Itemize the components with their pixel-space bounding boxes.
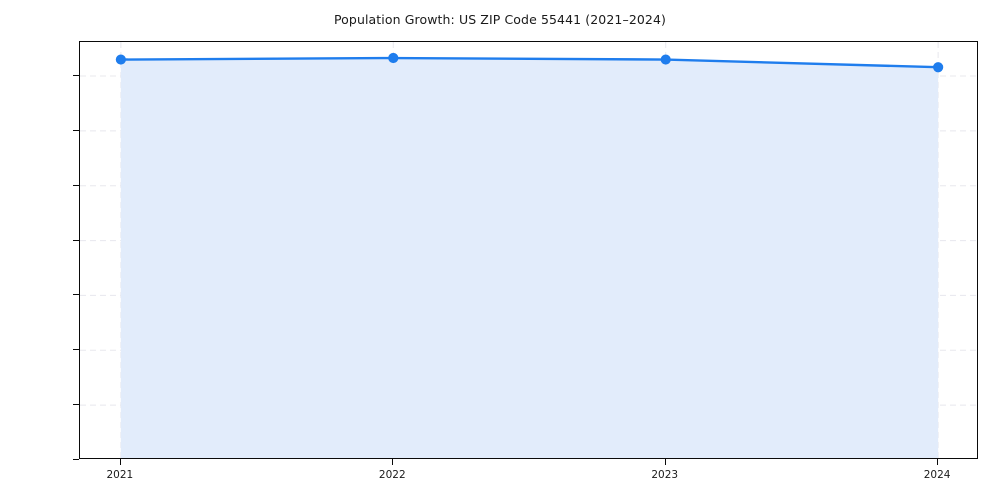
y-tick-mark: [73, 459, 79, 460]
data-point-marker: [115, 54, 126, 65]
plot-area: [79, 41, 978, 459]
y-tick-mark: [73, 129, 79, 131]
y-tick-mark: [73, 184, 79, 186]
data-point-marker: [660, 54, 671, 65]
y-tick-mark: [73, 239, 79, 241]
x-tick-label: 2023: [651, 469, 679, 481]
x-tick-mark: [392, 459, 394, 465]
data-point-markers: [115, 52, 944, 73]
x-tick-label: 2024: [923, 469, 951, 481]
x-tick-mark: [937, 459, 939, 465]
data-point-marker: [933, 62, 944, 73]
x-tick-mark: [119, 459, 121, 465]
data-point-marker: [388, 52, 399, 64]
x-tick-label: 2021: [106, 469, 134, 481]
line-series-population: [119, 56, 940, 69]
plot-svg: [80, 42, 977, 458]
area-fill-population: [120, 58, 939, 458]
x-tick-label: 2022: [378, 469, 406, 481]
y-tick-mark: [73, 294, 79, 296]
y-tick-mark: [73, 404, 79, 406]
y-tick-mark: [73, 75, 79, 76]
x-tick-mark: [664, 459, 666, 465]
chart-title: Population Growth: US ZIP Code 55441 (20…: [333, 12, 667, 27]
y-tick-mark: [73, 349, 79, 351]
